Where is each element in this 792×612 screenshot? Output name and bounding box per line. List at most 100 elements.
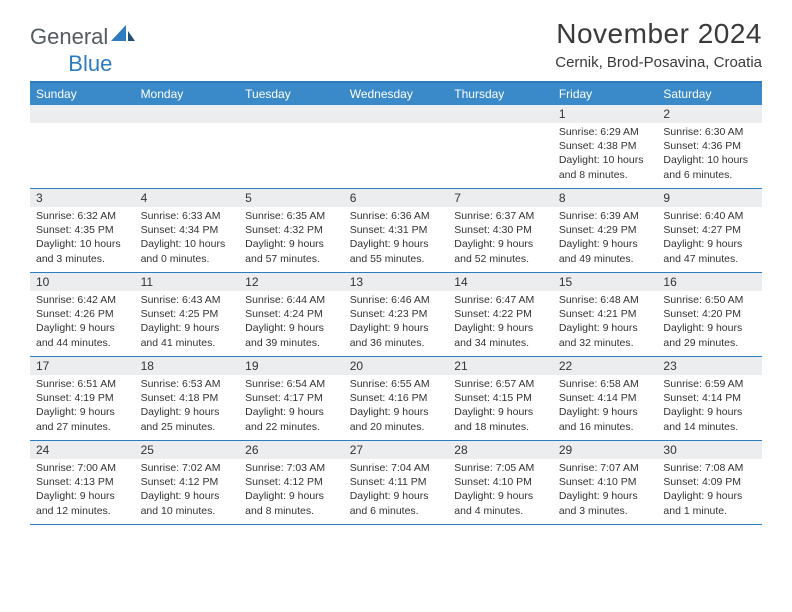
day-number: 25 — [135, 441, 240, 459]
day-details: Sunrise: 6:44 AMSunset: 4:24 PMDaylight:… — [239, 291, 344, 354]
day-number: 7 — [448, 189, 553, 207]
day-number: 14 — [448, 273, 553, 291]
calendar-day-cell: 21Sunrise: 6:57 AMSunset: 4:15 PMDayligh… — [448, 357, 553, 441]
calendar-day-cell: 8Sunrise: 6:39 AMSunset: 4:29 PMDaylight… — [553, 189, 658, 273]
day-details: Sunrise: 6:33 AMSunset: 4:34 PMDaylight:… — [135, 207, 240, 270]
calendar-day-cell: 1Sunrise: 6:29 AMSunset: 4:38 PMDaylight… — [553, 105, 658, 189]
day-details: Sunrise: 6:50 AMSunset: 4:20 PMDaylight:… — [657, 291, 762, 354]
day-number: 23 — [657, 357, 762, 375]
day-number: 2 — [657, 105, 762, 123]
calendar-day-cell: 5Sunrise: 6:35 AMSunset: 4:32 PMDaylight… — [239, 189, 344, 273]
day-details: Sunrise: 6:46 AMSunset: 4:23 PMDaylight:… — [344, 291, 449, 354]
day-number: 11 — [135, 273, 240, 291]
weekday-header-cell: Thursday — [448, 83, 553, 105]
day-number: 1 — [553, 105, 658, 123]
calendar-day-cell: 11Sunrise: 6:43 AMSunset: 4:25 PMDayligh… — [135, 273, 240, 357]
calendar-day-cell: 15Sunrise: 6:48 AMSunset: 4:21 PMDayligh… — [553, 273, 658, 357]
calendar-day-cell: 28Sunrise: 7:05 AMSunset: 4:10 PMDayligh… — [448, 441, 553, 525]
weekday-header-cell: Sunday — [30, 83, 135, 105]
day-details: Sunrise: 7:04 AMSunset: 4:11 PMDaylight:… — [344, 459, 449, 522]
calendar-day-cell: 17Sunrise: 6:51 AMSunset: 4:19 PMDayligh… — [30, 357, 135, 441]
calendar-day-cell: 29Sunrise: 7:07 AMSunset: 4:10 PMDayligh… — [553, 441, 658, 525]
day-number: 19 — [239, 357, 344, 375]
day-details: Sunrise: 6:40 AMSunset: 4:27 PMDaylight:… — [657, 207, 762, 270]
header: General Blue November 2024 Cernik, Brod-… — [30, 18, 762, 71]
calendar-day-cell: 19Sunrise: 6:54 AMSunset: 4:17 PMDayligh… — [239, 357, 344, 441]
day-details: Sunrise: 6:42 AMSunset: 4:26 PMDaylight:… — [30, 291, 135, 354]
day-details: Sunrise: 6:58 AMSunset: 4:14 PMDaylight:… — [553, 375, 658, 438]
day-details: Sunrise: 6:35 AMSunset: 4:32 PMDaylight:… — [239, 207, 344, 270]
calendar-header-row: SundayMondayTuesdayWednesdayThursdayFrid… — [30, 83, 762, 105]
day-number: 18 — [135, 357, 240, 375]
day-number: 16 — [657, 273, 762, 291]
day-number: 15 — [553, 273, 658, 291]
day-details: Sunrise: 6:47 AMSunset: 4:22 PMDaylight:… — [448, 291, 553, 354]
day-number: 30 — [657, 441, 762, 459]
weekday-header-cell: Saturday — [657, 83, 762, 105]
day-details: Sunrise: 6:30 AMSunset: 4:36 PMDaylight:… — [657, 123, 762, 186]
day-number: 10 — [30, 273, 135, 291]
calendar-empty-cell — [344, 105, 449, 189]
calendar-day-cell: 23Sunrise: 6:59 AMSunset: 4:14 PMDayligh… — [657, 357, 762, 441]
location-text: Cernik, Brod-Posavina, Croatia — [555, 54, 762, 71]
day-details: Sunrise: 6:51 AMSunset: 4:19 PMDaylight:… — [30, 375, 135, 438]
day-details: Sunrise: 7:08 AMSunset: 4:09 PMDaylight:… — [657, 459, 762, 522]
calendar-day-cell: 7Sunrise: 6:37 AMSunset: 4:30 PMDaylight… — [448, 189, 553, 273]
calendar-day-cell: 22Sunrise: 6:58 AMSunset: 4:14 PMDayligh… — [553, 357, 658, 441]
day-details: Sunrise: 6:57 AMSunset: 4:15 PMDaylight:… — [448, 375, 553, 438]
day-number: 3 — [30, 189, 135, 207]
day-number: 5 — [239, 189, 344, 207]
calendar-day-cell: 14Sunrise: 6:47 AMSunset: 4:22 PMDayligh… — [448, 273, 553, 357]
calendar-day-cell: 25Sunrise: 7:02 AMSunset: 4:12 PMDayligh… — [135, 441, 240, 525]
title-block: November 2024 Cernik, Brod-Posavina, Cro… — [555, 18, 762, 71]
calendar-day-cell: 27Sunrise: 7:04 AMSunset: 4:11 PMDayligh… — [344, 441, 449, 525]
logo-word-2: Blue — [68, 51, 112, 77]
day-details: Sunrise: 7:05 AMSunset: 4:10 PMDaylight:… — [448, 459, 553, 522]
day-details: Sunrise: 6:37 AMSunset: 4:30 PMDaylight:… — [448, 207, 553, 270]
day-number: 13 — [344, 273, 449, 291]
weekday-header-cell: Wednesday — [344, 83, 449, 105]
calendar-day-cell: 3Sunrise: 6:32 AMSunset: 4:35 PMDaylight… — [30, 189, 135, 273]
calendar-day-cell: 2Sunrise: 6:30 AMSunset: 4:36 PMDaylight… — [657, 105, 762, 189]
day-number: 26 — [239, 441, 344, 459]
day-details: Sunrise: 6:55 AMSunset: 4:16 PMDaylight:… — [344, 375, 449, 438]
day-details: Sunrise: 7:02 AMSunset: 4:12 PMDaylight:… — [135, 459, 240, 522]
day-details: Sunrise: 6:43 AMSunset: 4:25 PMDaylight:… — [135, 291, 240, 354]
calendar-empty-cell — [30, 105, 135, 189]
month-title: November 2024 — [555, 18, 762, 50]
day-details: Sunrise: 6:39 AMSunset: 4:29 PMDaylight:… — [553, 207, 658, 270]
day-details: Sunrise: 7:00 AMSunset: 4:13 PMDaylight:… — [30, 459, 135, 522]
calendar-empty-cell — [135, 105, 240, 189]
day-details: Sunrise: 6:53 AMSunset: 4:18 PMDaylight:… — [135, 375, 240, 438]
calendar-day-cell: 18Sunrise: 6:53 AMSunset: 4:18 PMDayligh… — [135, 357, 240, 441]
day-number: 28 — [448, 441, 553, 459]
day-number: 27 — [344, 441, 449, 459]
calendar-day-cell: 26Sunrise: 7:03 AMSunset: 4:12 PMDayligh… — [239, 441, 344, 525]
day-number: 17 — [30, 357, 135, 375]
calendar-day-cell: 24Sunrise: 7:00 AMSunset: 4:13 PMDayligh… — [30, 441, 135, 525]
day-details: Sunrise: 6:54 AMSunset: 4:17 PMDaylight:… — [239, 375, 344, 438]
logo: General Blue — [30, 18, 135, 50]
logo-word-1: General — [30, 24, 108, 50]
weekday-header-cell: Tuesday — [239, 83, 344, 105]
day-details: Sunrise: 6:36 AMSunset: 4:31 PMDaylight:… — [344, 207, 449, 270]
calendar-empty-cell — [239, 105, 344, 189]
day-number: 9 — [657, 189, 762, 207]
day-details: Sunrise: 7:03 AMSunset: 4:12 PMDaylight:… — [239, 459, 344, 522]
calendar-day-cell: 30Sunrise: 7:08 AMSunset: 4:09 PMDayligh… — [657, 441, 762, 525]
day-number: 29 — [553, 441, 658, 459]
day-details: Sunrise: 6:29 AMSunset: 4:38 PMDaylight:… — [553, 123, 658, 186]
day-number: 6 — [344, 189, 449, 207]
logo-sail-icon — [111, 25, 135, 43]
calendar-day-cell: 4Sunrise: 6:33 AMSunset: 4:34 PMDaylight… — [135, 189, 240, 273]
day-details: Sunrise: 7:07 AMSunset: 4:10 PMDaylight:… — [553, 459, 658, 522]
calendar-day-cell: 6Sunrise: 6:36 AMSunset: 4:31 PMDaylight… — [344, 189, 449, 273]
calendar-day-cell: 12Sunrise: 6:44 AMSunset: 4:24 PMDayligh… — [239, 273, 344, 357]
calendar-body: 1Sunrise: 6:29 AMSunset: 4:38 PMDaylight… — [30, 105, 762, 525]
calendar-day-cell: 20Sunrise: 6:55 AMSunset: 4:16 PMDayligh… — [344, 357, 449, 441]
calendar-day-cell: 9Sunrise: 6:40 AMSunset: 4:27 PMDaylight… — [657, 189, 762, 273]
day-number: 24 — [30, 441, 135, 459]
day-number: 21 — [448, 357, 553, 375]
day-number: 8 — [553, 189, 658, 207]
day-details: Sunrise: 6:59 AMSunset: 4:14 PMDaylight:… — [657, 375, 762, 438]
